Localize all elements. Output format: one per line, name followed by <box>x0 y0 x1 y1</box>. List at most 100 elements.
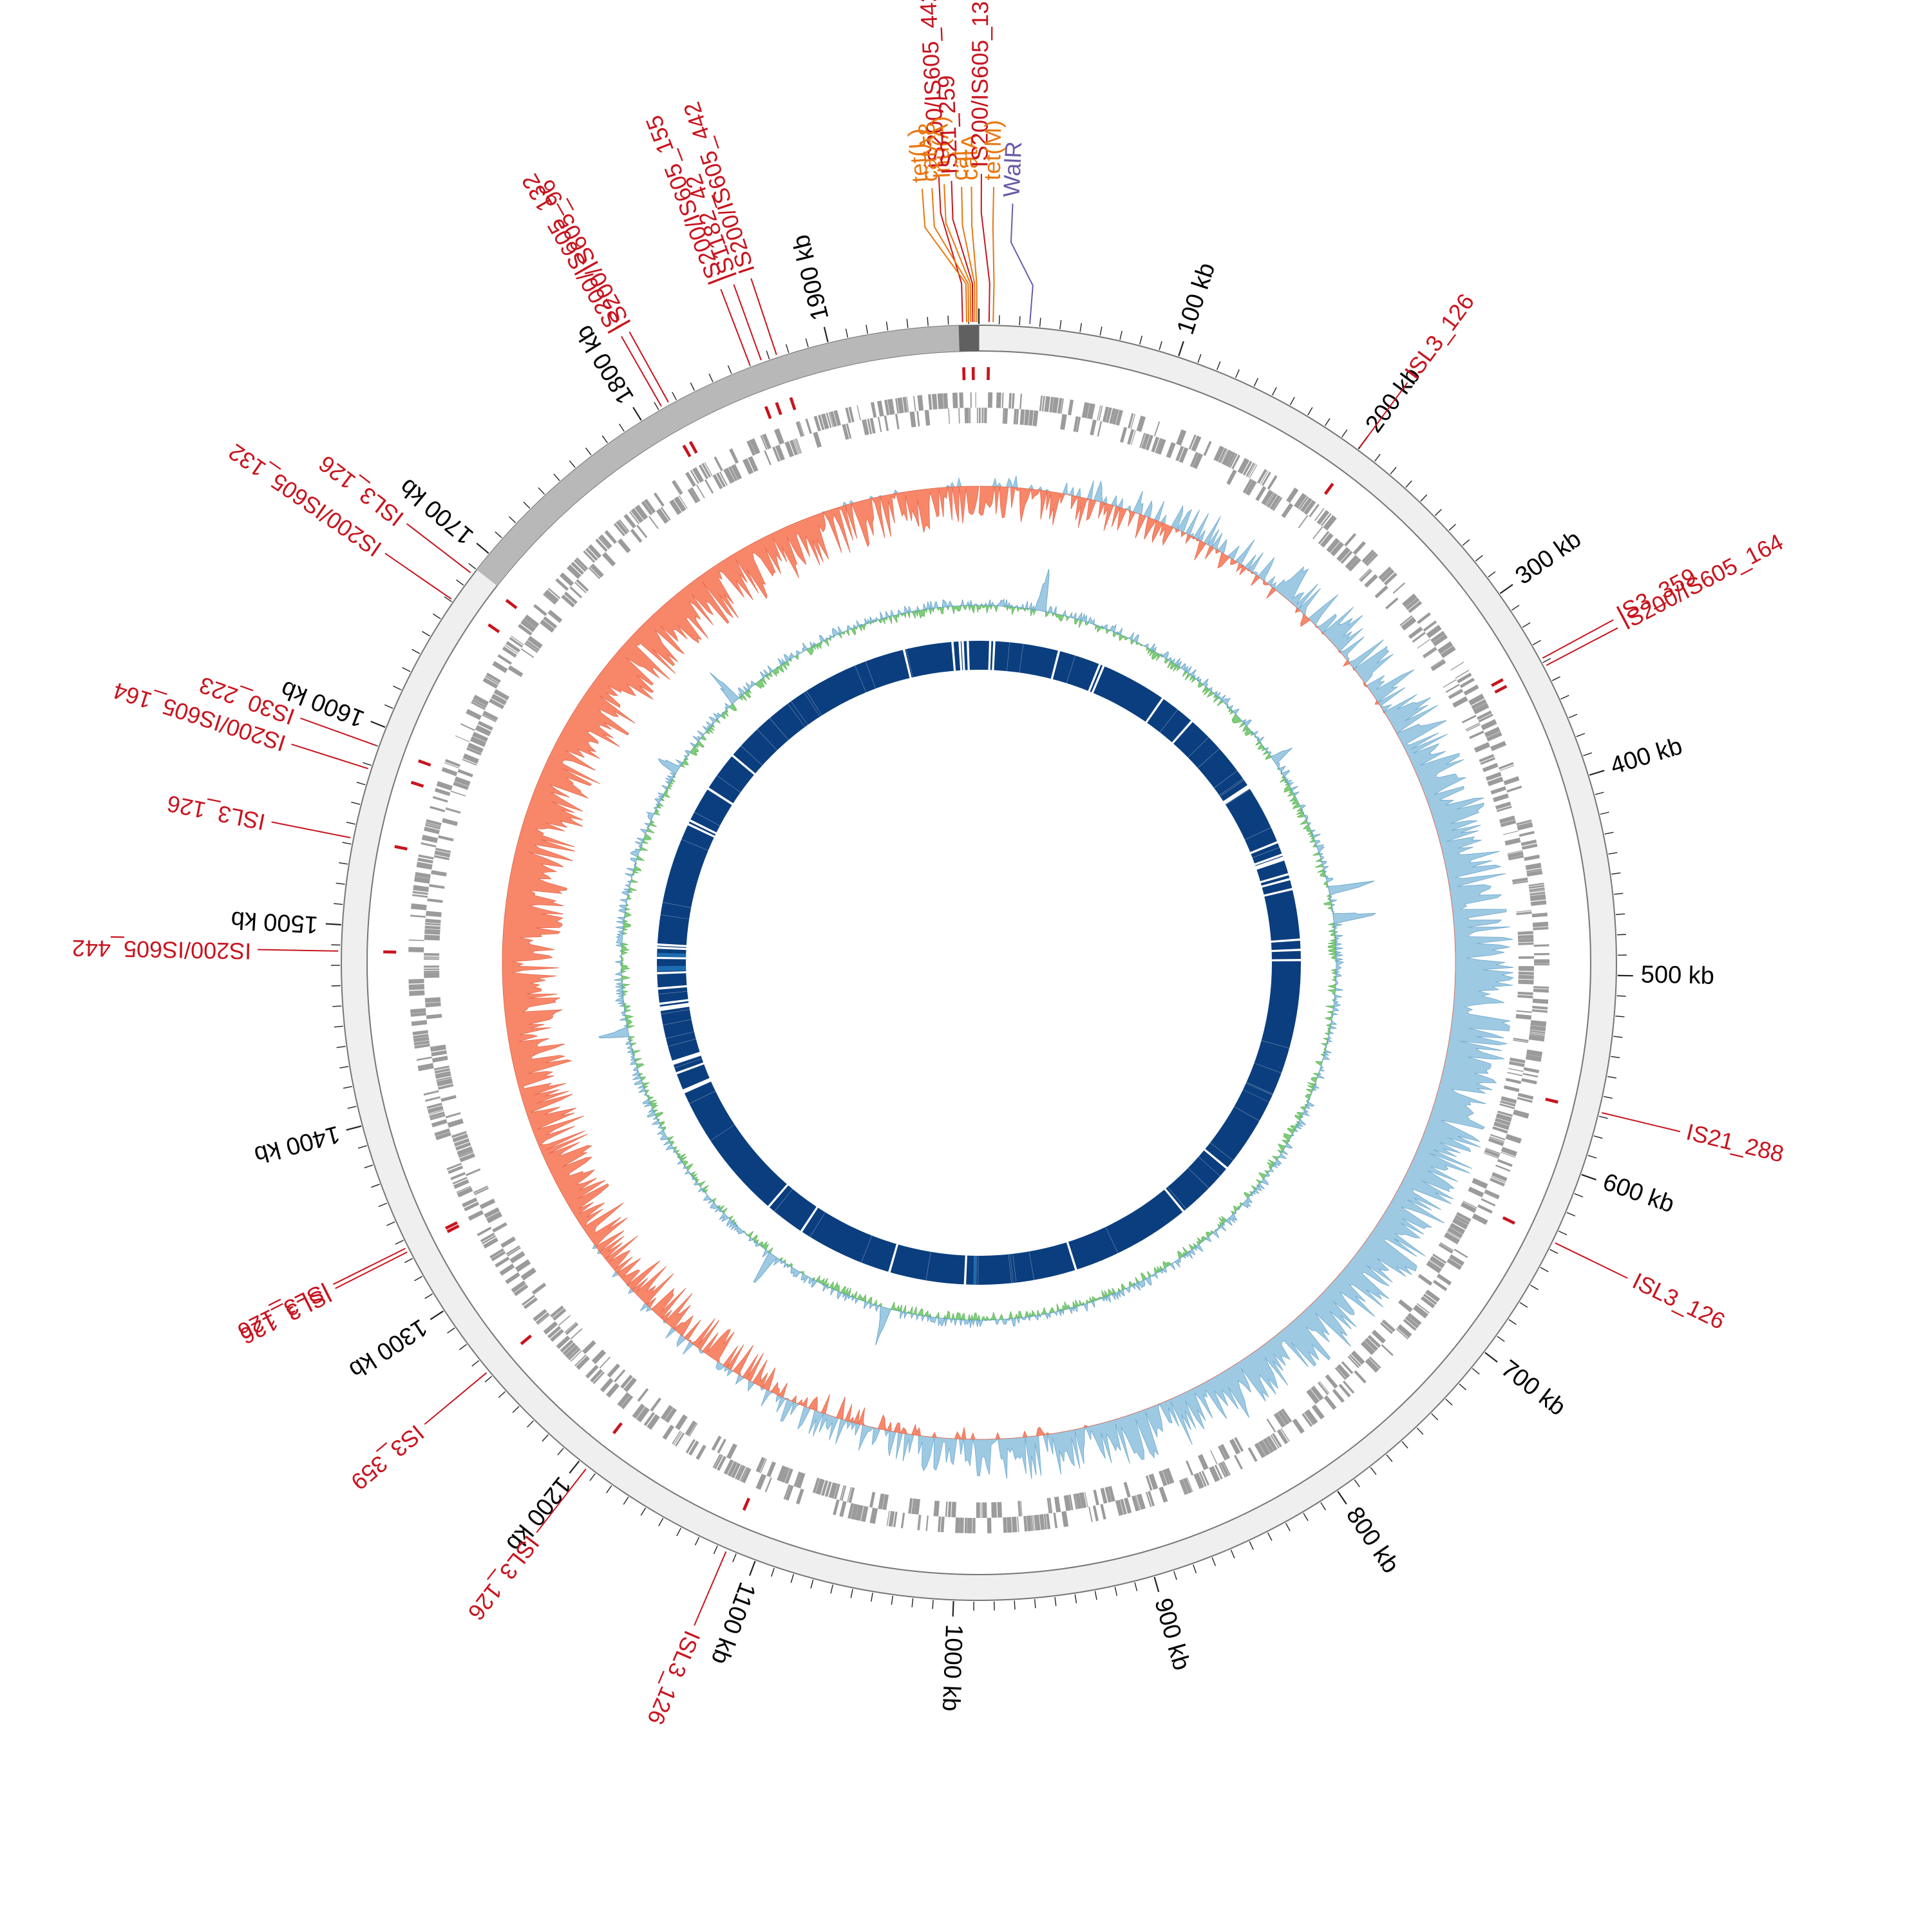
is-element-mark <box>505 598 518 609</box>
gene-block <box>466 708 482 721</box>
gene-block <box>564 1321 577 1333</box>
gene-block <box>411 1021 428 1027</box>
blast-hit-alt <box>657 965 687 972</box>
minor-tick <box>1617 934 1627 936</box>
gene-block <box>412 891 428 895</box>
gene-block <box>1123 1497 1132 1514</box>
gene-block <box>1407 1312 1422 1326</box>
minor-tick <box>911 1598 914 1607</box>
tick-label: 800 kb <box>1341 1502 1405 1578</box>
minor-tick <box>1549 1249 1558 1254</box>
minor-tick <box>356 782 366 786</box>
minor-tick <box>1448 524 1456 531</box>
gene-block <box>1454 1215 1470 1225</box>
gene-block <box>714 1454 723 1470</box>
gene-block <box>537 1314 550 1325</box>
leader-line <box>1602 1112 1681 1133</box>
blast-gap <box>958 639 963 672</box>
gene-block <box>1189 451 1198 468</box>
gene-block <box>1432 634 1448 647</box>
gene-block <box>585 1365 599 1379</box>
blast-hit-alt <box>973 1255 977 1285</box>
gene-block <box>1220 449 1228 464</box>
gene-block <box>1449 1254 1464 1266</box>
gene-block <box>773 428 784 445</box>
is-element-mark <box>764 406 772 419</box>
gene-block <box>1267 475 1278 490</box>
gene-block <box>495 1256 510 1268</box>
gene-block <box>685 471 696 487</box>
gene-block <box>1417 1274 1433 1286</box>
gene-block <box>958 408 960 424</box>
blast-gap <box>799 1205 820 1234</box>
gene-block <box>650 1397 661 1412</box>
gene-block <box>413 1036 430 1043</box>
minor-tick <box>1211 1557 1217 1566</box>
gene-block <box>783 1484 791 1500</box>
gene-block <box>1013 408 1018 424</box>
gene-block <box>924 410 931 426</box>
gene-block <box>480 1233 495 1243</box>
gene-block <box>1039 395 1043 412</box>
minor-tick <box>1462 539 1470 546</box>
gene-block <box>1430 659 1444 668</box>
gene-block <box>599 534 612 549</box>
gene-block <box>1338 1383 1351 1397</box>
leader-line <box>258 949 339 952</box>
gene-block <box>1396 1328 1408 1340</box>
tick-label: 1400 kb <box>252 1120 343 1168</box>
major-tick <box>632 406 642 421</box>
gene-block <box>489 1248 504 1259</box>
gene-block <box>1305 1409 1318 1425</box>
gene-block <box>1431 659 1446 672</box>
gene-block <box>1507 851 1524 858</box>
gene-block <box>410 1012 426 1017</box>
is-element-label: ISL3_126 <box>1399 289 1480 384</box>
blast-gap <box>681 1079 713 1094</box>
leader-line <box>271 821 351 838</box>
gene-block <box>425 822 441 828</box>
gene-block <box>418 854 434 860</box>
backbone-outer-edge <box>341 325 1617 1601</box>
gene-block <box>1198 1472 1207 1487</box>
gene-block <box>573 559 587 572</box>
gene-block <box>582 1340 596 1354</box>
is-element-mark <box>688 440 698 454</box>
blast-gap-thin <box>1234 1106 1260 1121</box>
gene-block <box>417 857 433 864</box>
minor-tick <box>1576 733 1586 737</box>
gene-block <box>933 1501 940 1517</box>
contig-ring <box>477 325 979 586</box>
gene-block <box>413 885 430 893</box>
gene-block <box>511 636 524 645</box>
gene-block <box>1115 410 1123 426</box>
gene-block <box>1432 1280 1448 1291</box>
gene-block <box>1197 1454 1209 1470</box>
gene-block <box>435 1071 451 1079</box>
gene-block <box>1155 438 1162 453</box>
gene-block <box>1517 994 1533 999</box>
gene-block <box>1449 1222 1466 1235</box>
gene-block <box>1469 730 1484 739</box>
gene-block <box>750 438 761 455</box>
gene-block <box>509 637 524 648</box>
blast-gap <box>1258 872 1291 884</box>
blast-gap-thin <box>1007 642 1010 672</box>
minor-tick <box>1159 341 1162 350</box>
gene-block <box>1405 1316 1419 1329</box>
blast-gap <box>1253 853 1285 866</box>
gene-block <box>662 1425 675 1440</box>
gene-block <box>1367 1334 1381 1349</box>
minor-tick <box>342 842 352 845</box>
gene-block <box>1131 430 1136 446</box>
blast-gap-thin <box>694 811 720 826</box>
gene-block <box>839 1501 847 1517</box>
gene-block <box>438 835 454 842</box>
minor-tick <box>378 1202 388 1208</box>
gene-block <box>1461 1202 1477 1213</box>
resistance-gene-label: catA8 <box>913 122 943 182</box>
is-element-mark <box>775 402 782 415</box>
gene-block <box>1383 572 1397 585</box>
gene-block <box>887 399 895 415</box>
is-element-mark <box>1494 685 1508 694</box>
